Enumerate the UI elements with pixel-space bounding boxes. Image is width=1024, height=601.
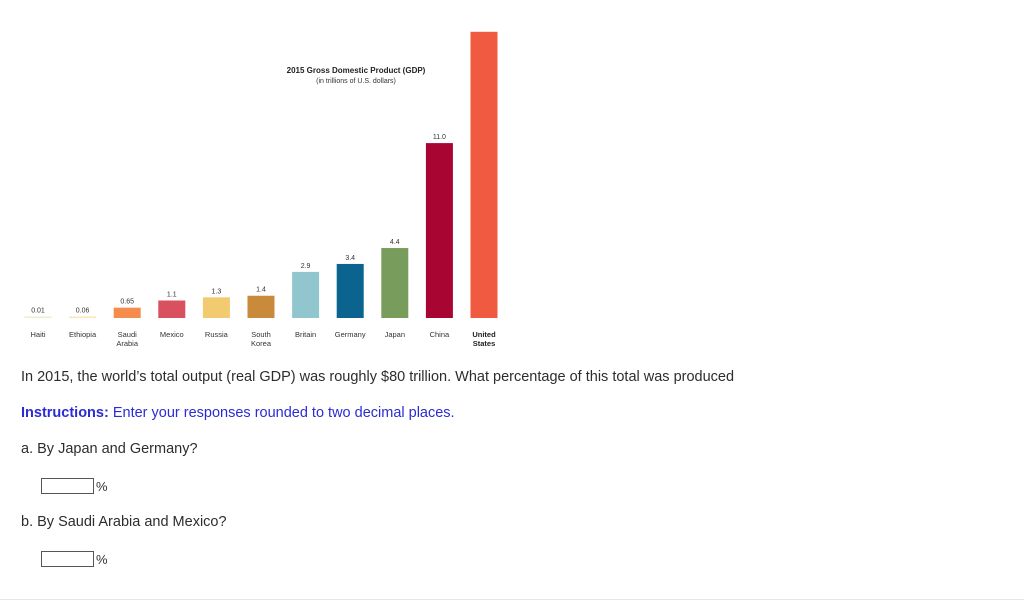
value-label-russia: 1.3 [212,288,222,295]
bar-mexico [158,300,186,318]
instructions-label: Instructions: [21,405,109,421]
question-intro: In 2015, the world’s total output (real … [21,369,735,385]
category-label-britain: Britain [295,330,316,339]
category-label-united-states: United [472,330,496,339]
category-label-saudi-arabia-line2: Arabia [116,339,139,348]
category-label-japan: Japan [385,330,405,339]
value-label-mexico: 1.1 [167,292,177,299]
chart-subtitle: (in trillions of U.S. dollars) [316,78,396,85]
category-label-united-states-line2: States [473,339,496,348]
category-label-ethiopia: Ethiopia [69,330,97,339]
value-label-china: 11.0 [433,134,446,141]
bar-china [425,143,453,318]
bar-south-korea [247,295,275,318]
question-part-b: b. By Saudi Arabia and Mexico? [21,514,227,530]
category-label-saudi-arabia: Saudi [118,330,138,339]
category-label-russia: Russia [205,330,229,339]
value-label-japan: 4.4 [390,239,400,246]
answer-input-a[interactable] [41,478,94,494]
category-label-haiti: Haiti [30,330,45,339]
value-label-germany: 3.4 [345,255,355,262]
bar-haiti [24,316,52,318]
answer-row-b: % [41,551,108,567]
answer-input-b[interactable] [41,551,94,567]
bar-germany [336,263,364,318]
bar-ethiopia [69,316,97,318]
category-label-mexico: Mexico [160,330,184,339]
instructions: Instructions: Enter your responses round… [21,405,455,421]
value-label-haiti: 0.01 [31,308,45,315]
percent-unit-a: % [96,478,108,494]
category-label-china: China [430,330,450,339]
value-label-ethiopia: 0.06 [76,308,90,315]
instructions-text: Enter your responses rounded to two deci… [108,405,455,421]
value-label-south-korea: 1.4 [256,287,266,294]
category-label-south-korea: South [251,330,271,339]
bar-japan [381,248,409,318]
chart-title: 2015 Gross Domestic Product (GDP) [287,66,426,75]
percent-unit-b: % [96,551,108,567]
bar-britain [292,271,320,318]
gdp-bar-chart: 2015 Gross Domestic Product (GDP) (in tr… [24,31,498,348]
bottom-divider [0,599,1024,600]
bar-saudi-arabia [113,307,141,318]
value-label-britain: 2.9 [301,263,311,270]
value-label-saudi-arabia: 0.65 [120,299,134,306]
category-label-south-korea-line2: Korea [251,339,272,348]
answer-row-a: % [41,478,108,494]
question-part-a: a. By Japan and Germany? [21,441,198,457]
category-label-germany: Germany [335,330,366,339]
bar-united-states [470,31,498,319]
bar-russia [202,297,230,318]
